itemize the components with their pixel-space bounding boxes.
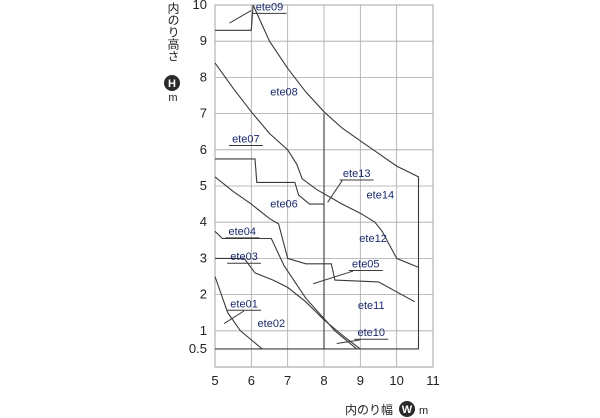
x-axis-unit: m xyxy=(419,405,428,417)
y-tick-label: 1 xyxy=(200,323,207,338)
y-axis-label: 内のり高さ xyxy=(166,2,180,62)
leader-ete10 xyxy=(336,339,361,344)
leader-ete09 xyxy=(229,9,252,24)
region-label-ete08: ete08 xyxy=(270,87,298,99)
x-axis-badge-text: W xyxy=(402,404,413,416)
boundary-ete06 xyxy=(214,176,416,303)
y-tick-label: 5 xyxy=(200,178,207,193)
leader-ete05 xyxy=(312,270,354,285)
region-label-ete11: ete11 xyxy=(358,300,385,312)
x-tick-label: 5 xyxy=(211,373,218,388)
y-tick-label: 4 xyxy=(200,214,207,229)
boundary-ete07 xyxy=(215,158,324,205)
y-tick-label: 8 xyxy=(200,69,207,84)
x-tick-label: 7 xyxy=(284,373,291,388)
x-axis-title: 内のり幅 W m xyxy=(345,401,428,417)
y-tick-label: 2 xyxy=(200,287,207,302)
region-labels: ete09 ete08 ete07 ete13 ete14 ete06 ete04 ete12… xyxy=(225,1,395,340)
y-tick-label: 3 xyxy=(200,250,207,265)
region-label-ete03: ete03 xyxy=(230,251,258,263)
boundary-ete08 xyxy=(214,62,419,268)
y-tick-label: 10 xyxy=(193,0,207,12)
y-axis-badge xyxy=(164,75,180,91)
x-tick-label: 8 xyxy=(320,373,327,388)
leader-ete13 xyxy=(327,180,343,203)
y-tick-label: 6 xyxy=(200,142,207,157)
x-axis-badge xyxy=(399,401,415,417)
x-tick-label: 9 xyxy=(357,373,364,388)
region-label-ete02: ete02 xyxy=(258,318,286,330)
region-label-ete10: ete10 xyxy=(357,327,385,339)
region-label-ete13: ete13 xyxy=(343,168,371,180)
y-axis-title: 内のり高さ H m xyxy=(164,2,180,104)
leader-lines xyxy=(223,9,361,344)
tick-labels: 5 6 7 8 9 10 11 0.5 1 2 3 4 5 6 7 8 9 10 xyxy=(189,0,440,388)
region-label-ete07: ete07 xyxy=(232,134,260,146)
y-axis-unit: m xyxy=(168,92,177,104)
region-label-ete05: ete05 xyxy=(352,258,380,270)
x-tick-label: 6 xyxy=(248,373,255,388)
x-axis-label: 内のり幅 xyxy=(345,402,393,417)
y-tick-label: 0.5 xyxy=(189,341,207,356)
region-label-ete01: ete01 xyxy=(230,298,258,310)
y-axis-badge-text: H xyxy=(168,78,176,90)
boundary-ete04 xyxy=(214,230,358,350)
boundary-ete09 xyxy=(215,4,420,350)
x-tick-label: 10 xyxy=(389,373,403,388)
region-boundaries xyxy=(214,4,420,350)
region-label-ete04: ete04 xyxy=(228,226,256,238)
region-label-ete06: ete06 xyxy=(270,199,298,211)
x-tick-label: 11 xyxy=(426,373,440,388)
y-tick-label: 7 xyxy=(200,106,207,121)
region-label-ete12: ete12 xyxy=(359,233,387,245)
y-tick-label: 9 xyxy=(200,33,207,48)
boundary-ete01 xyxy=(214,276,263,350)
leader-ete01 xyxy=(223,310,245,324)
region-label-ete09: ete09 xyxy=(256,1,284,13)
region-label-ete14: ete14 xyxy=(367,190,395,202)
